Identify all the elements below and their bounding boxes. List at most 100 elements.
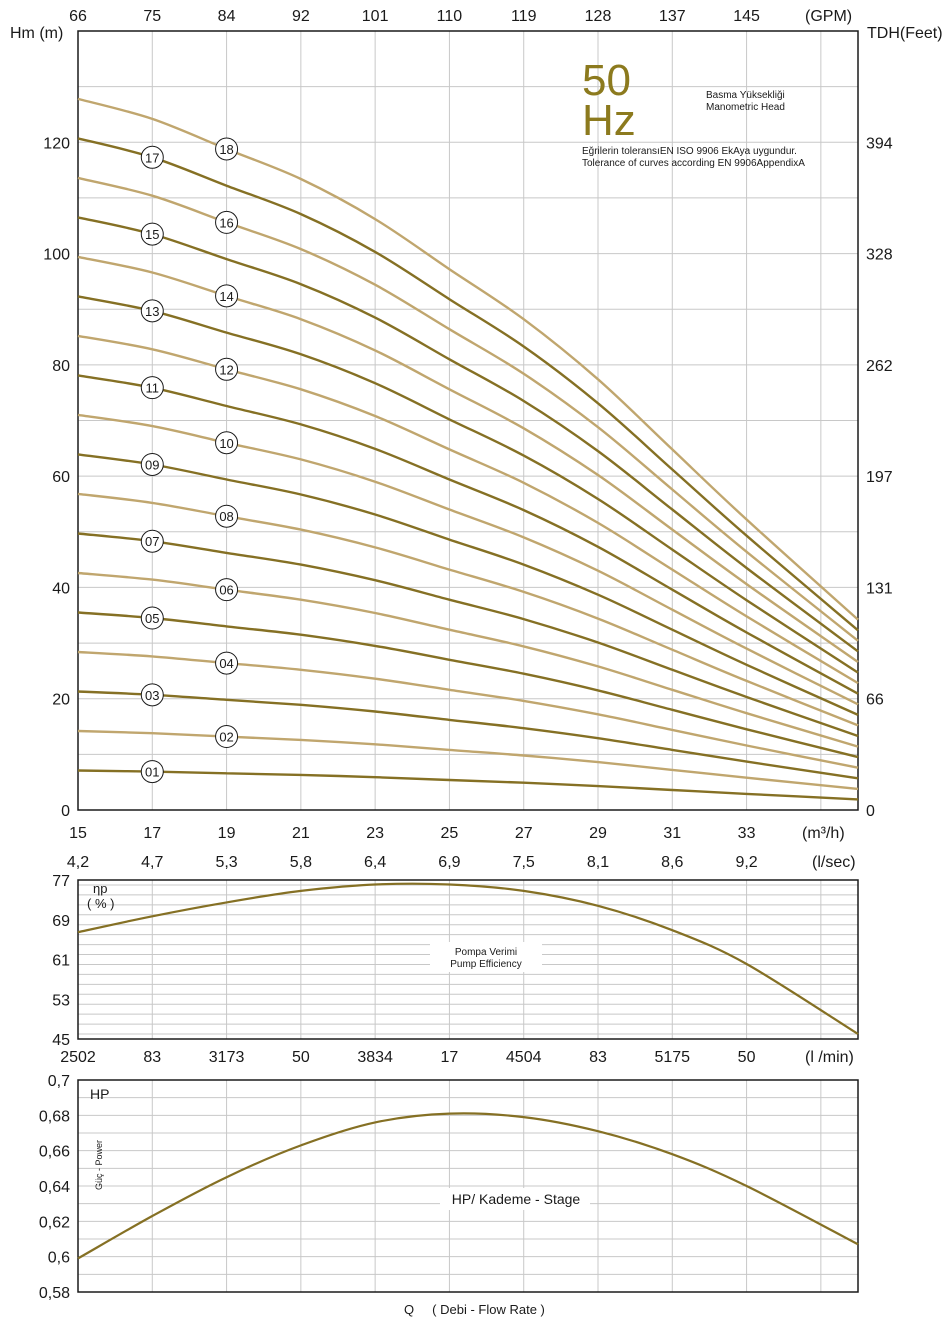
lsec-tick: 5,8 <box>290 854 312 871</box>
m3h-tick: 17 <box>143 825 161 842</box>
lsec-tick: 6,9 <box>438 854 460 871</box>
lmin-tick: 3834 <box>357 1049 393 1066</box>
lmin-tick: 17 <box>441 1049 459 1066</box>
left-axis-unit: Hm (m) <box>10 25 63 42</box>
head-right-tick: 131 <box>866 580 893 597</box>
head-curve-11 <box>77 374 859 695</box>
gpm-tick: 66 <box>69 8 87 25</box>
lmin-tick: 2502 <box>60 1049 96 1066</box>
eff-y-tick: 61 <box>52 953 70 970</box>
lmin-tick: 50 <box>292 1049 310 1066</box>
eff-y-tick: 53 <box>52 992 70 1009</box>
m3h-unit: (m³/h) <box>802 825 845 842</box>
pow-y-tick: 0,66 <box>39 1144 70 1161</box>
lmin-tick: 5175 <box>654 1049 690 1066</box>
stage-label-06: 06 <box>219 583 233 598</box>
stage-label-01: 01 <box>145 765 159 780</box>
head-curve-02 <box>77 729 859 791</box>
stage-label-12: 12 <box>219 362 233 377</box>
stage-label-03: 03 <box>145 688 159 703</box>
head-left-tick: 100 <box>43 247 70 264</box>
head-chart-frame <box>77 30 859 811</box>
hz-value: 50 <box>582 56 631 105</box>
stage-label-08: 08 <box>219 509 233 524</box>
m3h-tick: 23 <box>366 825 384 842</box>
stage-marker-13 <box>140 299 164 323</box>
stage-label-16: 16 <box>219 215 233 230</box>
stage-marker-04 <box>215 651 239 675</box>
efficiency-chart-grid <box>77 879 859 1040</box>
head-curve-17 <box>77 137 859 632</box>
gpm-tick: 119 <box>511 8 537 25</box>
stage-marker-05 <box>140 606 164 630</box>
efficiency-title-en: Pump Efficiency <box>450 959 522 970</box>
head-curve-05 <box>77 611 859 759</box>
head-curve-15 <box>77 216 859 653</box>
stage-label-10: 10 <box>219 436 233 451</box>
gpm-tick: 84 <box>218 8 236 25</box>
stage-marker-15 <box>140 222 164 246</box>
stage-label-07: 07 <box>145 534 159 549</box>
m3h-tick: 21 <box>292 825 310 842</box>
head-right-tick: 66 <box>866 692 884 709</box>
m3h-tick: 15 <box>69 825 87 842</box>
stage-label-18: 18 <box>219 142 233 157</box>
head-curve-14 <box>77 255 859 663</box>
power-chart-frame <box>77 1079 859 1293</box>
stage-marker-08 <box>215 504 239 528</box>
stage-labels: 01 02 03 04 05 06 07 08 09 10 11 12 13 14 15 16 17 18 <box>140 137 239 784</box>
head-right-tick: 197 <box>866 469 893 486</box>
head-left-tick: 20 <box>52 692 70 709</box>
stage-marker-10 <box>215 431 239 455</box>
lmin-tick: 3173 <box>209 1049 245 1066</box>
stage-label-04: 04 <box>219 656 233 671</box>
power-curve <box>77 1112 859 1260</box>
m3h-tick: 31 <box>663 825 681 842</box>
head-right-tick: 394 <box>866 135 893 152</box>
stage-marker-02 <box>215 725 239 749</box>
stage-label-15: 15 <box>145 227 159 242</box>
stage-marker-18 <box>215 137 239 161</box>
pow-y-tick: 0,68 <box>39 1108 70 1125</box>
lmin-tick: 50 <box>738 1049 756 1066</box>
pow-y-tick: 0,62 <box>39 1214 70 1231</box>
hz-unit: Hz <box>582 96 636 145</box>
pow-y-tick: 0,64 <box>39 1179 70 1196</box>
head-curve-06 <box>77 571 859 748</box>
head-title-en: Manometric Head <box>706 102 785 113</box>
tolerance-en: Tolerance of curves according EN 9906App… <box>582 158 805 169</box>
lmin-tick: 83 <box>589 1049 607 1066</box>
efficiency-unit: ( % ) <box>87 896 114 911</box>
gpm-tick: 75 <box>143 8 161 25</box>
stage-label-14: 14 <box>219 289 233 304</box>
efficiency-symbol: ηp <box>93 881 107 896</box>
stage-marker-17 <box>140 145 164 169</box>
lsec-tick: 7,5 <box>513 854 535 871</box>
m3h-tick: 29 <box>589 825 607 842</box>
power-label: HP <box>90 1086 109 1102</box>
eff-y-tick: 45 <box>52 1032 70 1049</box>
efficiency-curve-group <box>77 882 859 1035</box>
stage-marker-16 <box>215 210 239 234</box>
stage-label-09: 09 <box>145 457 159 472</box>
head-curve-13 <box>77 295 859 674</box>
stage-marker-06 <box>215 578 239 602</box>
stage-label-11: 11 <box>146 381 160 396</box>
lsec-tick: 9,2 <box>735 854 757 871</box>
head-left-tick: 120 <box>43 135 70 152</box>
lsec-tick: 4,7 <box>141 854 163 871</box>
stage-label-02: 02 <box>219 730 233 745</box>
lsec-tick: 6,4 <box>364 854 386 871</box>
pow-y-tick: 0,6 <box>48 1250 70 1267</box>
head-curve-03 <box>77 690 859 780</box>
gpm-tick: 92 <box>292 8 310 25</box>
head-curve-08 <box>77 492 859 727</box>
gpm-tick: 137 <box>659 8 686 25</box>
head-curve-01 <box>77 769 859 801</box>
stage-marker-09 <box>140 452 164 476</box>
m3h-tick: 33 <box>738 825 756 842</box>
head-curve-07 <box>77 532 859 738</box>
lmin-unit: (l /min) <box>805 1049 854 1066</box>
gpm-tick: 145 <box>733 8 760 25</box>
